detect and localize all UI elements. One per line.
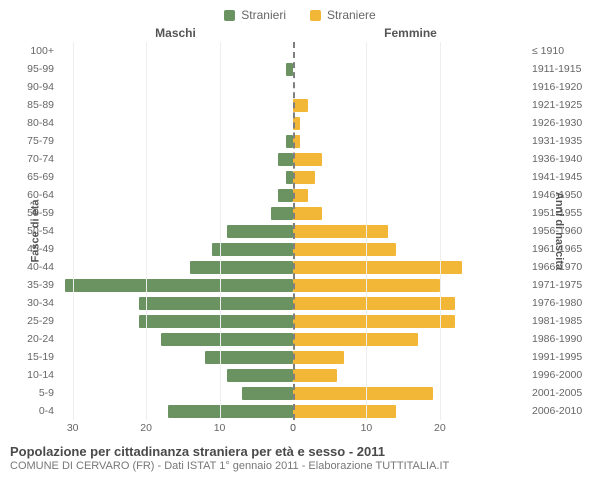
age-label: 20-24: [10, 330, 58, 348]
age-label: 35-39: [10, 276, 58, 294]
bar-male: [227, 369, 293, 382]
age-label: 70-74: [10, 150, 58, 168]
age-label: 25-29: [10, 312, 58, 330]
panels: [58, 42, 528, 420]
bar-male: [286, 63, 293, 76]
x-tick-label: 10: [214, 422, 226, 434]
bar-female: [293, 387, 433, 400]
bar-male: [205, 351, 293, 364]
year-label: 1911-1915: [528, 60, 590, 78]
bar-female: [293, 207, 322, 220]
bar-female: [293, 351, 344, 364]
bar-female: [293, 297, 455, 310]
bar-male: [161, 333, 293, 346]
bar-female: [293, 261, 462, 274]
age-label: 30-34: [10, 294, 58, 312]
age-label: 90-94: [10, 78, 58, 96]
bar-male: [190, 261, 293, 274]
x-tick-label: 30: [67, 422, 79, 434]
bar-male: [271, 207, 293, 220]
year-label: 1926-1930: [528, 114, 590, 132]
bar-female: [293, 243, 396, 256]
bar-male: [212, 243, 293, 256]
age-label: 10-14: [10, 366, 58, 384]
x-tick-label: 20: [140, 422, 152, 434]
bar-male: [278, 153, 293, 166]
legend-item-male: Stranieri: [224, 8, 286, 22]
bar-female: [293, 405, 396, 418]
x-axis-left: 30 20 10 0: [58, 422, 293, 438]
bar-female: [293, 225, 388, 238]
year-label: 1916-1920: [528, 78, 590, 96]
bar-female: [293, 189, 308, 202]
x-axis: 30 20 10 0 0 10 20: [10, 422, 590, 438]
bar-female: [293, 153, 322, 166]
age-label: 15-19: [10, 348, 58, 366]
bar-male: [65, 279, 293, 292]
year-label: 1941-1945: [528, 168, 590, 186]
chart-footer: Popolazione per cittadinanza straniera p…: [10, 444, 590, 472]
x-tick-label: 20: [434, 422, 446, 434]
bar-male: [286, 171, 293, 184]
age-label: 75-79: [10, 132, 58, 150]
chart-subtitle: COMUNE DI CERVARO (FR) - Dati ISTAT 1° g…: [10, 460, 590, 472]
legend-swatch-female: [310, 10, 321, 21]
plot-area: Fasce di età Anni di nascita 100+95-9990…: [10, 42, 590, 420]
year-label: 1931-1935: [528, 132, 590, 150]
header-male: Maschi: [58, 26, 293, 40]
panel-headers: Maschi Femmine: [10, 26, 590, 40]
year-label: 1996-2000: [528, 366, 590, 384]
y-axis-title-left: Fasce di età: [29, 200, 41, 263]
age-label: 100+: [10, 42, 58, 60]
bar-female: [293, 171, 315, 184]
year-label: 1971-1975: [528, 276, 590, 294]
age-label: 65-69: [10, 168, 58, 186]
age-label: 0-4: [10, 402, 58, 420]
bar-male: [139, 315, 293, 328]
year-label: 1991-1995: [528, 348, 590, 366]
x-axis-right: 0 10 20: [293, 422, 528, 438]
year-label: 1981-1985: [528, 312, 590, 330]
panel-male: [58, 42, 293, 420]
legend: Stranieri Straniere: [10, 8, 590, 22]
bar-male: [242, 387, 293, 400]
bar-male: [286, 135, 293, 148]
population-pyramid-chart: Stranieri Straniere Maschi Femmine Fasce…: [0, 0, 600, 478]
year-label: 1936-1940: [528, 150, 590, 168]
age-label: 95-99: [10, 60, 58, 78]
age-label: 80-84: [10, 114, 58, 132]
age-label: 5-9: [10, 384, 58, 402]
y-axis-title-right: Anni di nascita: [553, 192, 565, 270]
legend-swatch-male: [224, 10, 235, 21]
center-divider: [293, 42, 295, 420]
bar-male: [278, 189, 293, 202]
bar-male: [227, 225, 293, 238]
legend-item-female: Straniere: [310, 8, 376, 22]
bar-female: [293, 369, 337, 382]
bar-female: [293, 99, 308, 112]
panel-female: [293, 42, 528, 420]
bar-male: [139, 297, 293, 310]
year-label: 1921-1925: [528, 96, 590, 114]
header-female: Femmine: [293, 26, 528, 40]
year-label: 1976-1980: [528, 294, 590, 312]
bar-female: [293, 333, 418, 346]
bar-female: [293, 315, 455, 328]
age-label: 85-89: [10, 96, 58, 114]
year-label: 2006-2010: [528, 402, 590, 420]
x-tick-label: 10: [361, 422, 373, 434]
year-label: 2001-2005: [528, 384, 590, 402]
legend-label-female: Straniere: [327, 8, 376, 22]
x-tick-label: 0: [290, 422, 296, 434]
year-label: ≤ 1910: [528, 42, 590, 60]
chart-title: Popolazione per cittadinanza straniera p…: [10, 444, 590, 459]
bar-male: [168, 405, 293, 418]
legend-label-male: Stranieri: [241, 8, 286, 22]
year-label: 1986-1990: [528, 330, 590, 348]
